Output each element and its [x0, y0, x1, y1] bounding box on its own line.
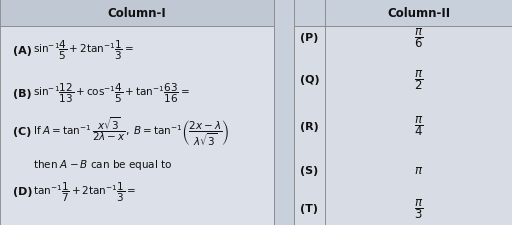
Text: then $A - B$ can be equal to: then $A - B$ can be equal to: [33, 157, 173, 171]
Text: Column-II: Column-II: [387, 7, 450, 20]
Bar: [325, 27, 512, 225]
Bar: [0, 27, 274, 225]
Text: $\dfrac{\pi}{4}$: $\dfrac{\pi}{4}$: [414, 114, 423, 138]
Text: (A): (A): [13, 46, 32, 56]
Text: Column-I: Column-I: [108, 7, 166, 20]
Text: $\mathrm{If}\; A = \tan^{-1}\dfrac{x\sqrt{3}}{2\lambda - x},\; B = \tan^{-1}\!\l: $\mathrm{If}\; A = \tan^{-1}\dfrac{x\sqr…: [33, 115, 229, 148]
Text: (Q): (Q): [300, 75, 319, 85]
Text: (B): (B): [13, 88, 31, 98]
Text: (S): (S): [300, 165, 318, 175]
Text: $\sin^{-1}\!\dfrac{4}{5} + 2\tan^{-1}\!\dfrac{1}{3} =$: $\sin^{-1}\!\dfrac{4}{5} + 2\tan^{-1}\!\…: [33, 39, 134, 62]
Text: $\dfrac{\pi}{2}$: $\dfrac{\pi}{2}$: [414, 68, 423, 92]
Bar: [274, 0, 294, 225]
Text: (R): (R): [300, 121, 318, 131]
Bar: [0, 0, 274, 27]
Text: $\tan^{-1}\!\dfrac{1}{7} + 2\tan^{-1}\!\dfrac{1}{3} =$: $\tan^{-1}\!\dfrac{1}{7} + 2\tan^{-1}\!\…: [33, 180, 136, 203]
Bar: [294, 27, 325, 225]
Bar: [325, 0, 512, 27]
Bar: [294, 0, 325, 27]
Text: $\dfrac{\pi}{6}$: $\dfrac{\pi}{6}$: [414, 27, 423, 50]
Text: (C): (C): [13, 127, 31, 137]
Text: $\dfrac{\pi}{3}$: $\dfrac{\pi}{3}$: [414, 196, 423, 220]
Text: $\sin^{-1}\!\dfrac{12}{13} + \cos^{-1}\!\dfrac{4}{5} + \tan^{-1}\!\dfrac{63}{16}: $\sin^{-1}\!\dfrac{12}{13} + \cos^{-1}\!…: [33, 82, 190, 105]
Text: $\pi$: $\pi$: [414, 163, 423, 176]
Text: (D): (D): [13, 186, 32, 196]
Text: (P): (P): [300, 33, 318, 43]
Text: (T): (T): [300, 203, 317, 213]
